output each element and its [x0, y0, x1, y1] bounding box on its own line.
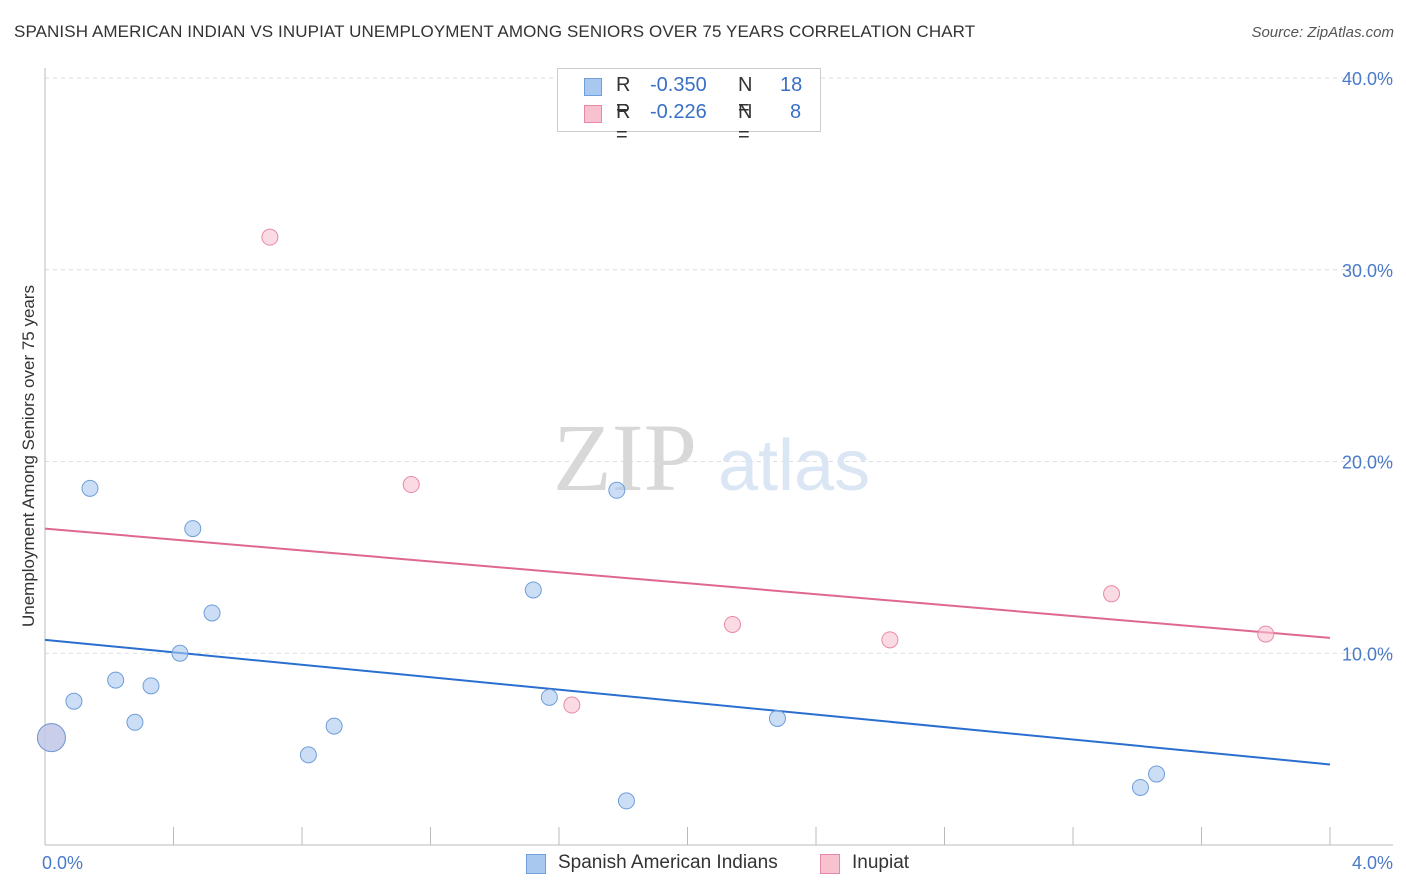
data-point	[540, 688, 558, 706]
bottom-legend-swatch-inupiat	[820, 854, 840, 874]
x-tick-label: 0.0%	[42, 853, 83, 873]
y-tick-label: 30.0%	[1342, 261, 1393, 281]
data-point	[563, 696, 581, 714]
y-tick-label: 20.0%	[1342, 453, 1393, 473]
bottom-legend-label: Inupiat	[852, 852, 910, 873]
legend-n-label: N =	[738, 101, 753, 146]
data-point	[126, 713, 144, 731]
data-point	[723, 615, 741, 633]
data-point	[81, 479, 99, 497]
legend-n-value: 8	[790, 101, 802, 123]
data-point	[1257, 625, 1275, 643]
data-point	[1103, 585, 1121, 603]
axes	[44, 68, 1393, 846]
trend-lines	[44, 527, 1331, 766]
trend-line	[44, 527, 1331, 639]
data-point	[768, 709, 786, 727]
chart-title: SPANISH AMERICAN INDIAN VS INUPIAT UNEMP…	[14, 22, 976, 41]
y-axis-label: Unemployment Among Seniors over 75 years	[19, 285, 38, 627]
data-point	[524, 581, 542, 599]
data-point	[402, 476, 420, 494]
data-point	[203, 604, 221, 622]
data-point	[325, 717, 343, 735]
legend-n-value: 18	[780, 74, 803, 96]
data-points	[36, 228, 1275, 810]
data-point	[36, 723, 66, 753]
grid	[45, 77, 1393, 654]
data-point	[107, 671, 125, 689]
legend-n-label: N =	[738, 74, 753, 119]
watermark-zip: ZIP	[553, 404, 697, 511]
data-point	[142, 677, 160, 695]
data-point	[1148, 765, 1166, 783]
bottom-legend-swatch-spanish	[526, 854, 546, 874]
data-point	[617, 792, 635, 810]
legend-swatch-inupiat	[584, 105, 602, 123]
stats-legend: R = -0.350 N = 18 R = -0.226 N = 8	[557, 68, 821, 146]
legend-r-label: R =	[616, 74, 631, 119]
data-point	[184, 520, 202, 538]
legend-r-value: -0.226	[650, 101, 707, 123]
legend-r-label: R =	[616, 101, 631, 146]
data-point	[881, 631, 899, 649]
y-tick-label: 10.0%	[1342, 644, 1393, 664]
data-point	[65, 692, 83, 710]
data-point	[608, 481, 626, 499]
source-label: Source: ZipAtlas.com	[1251, 24, 1394, 41]
legend-swatch-spanish	[584, 78, 602, 96]
data-point	[261, 228, 279, 246]
trend-line	[44, 638, 1331, 766]
data-point	[171, 644, 189, 662]
data-point	[299, 746, 317, 764]
x-tick-label: 4.0%	[1352, 853, 1393, 873]
legend-r-value: -0.350	[650, 74, 707, 96]
tick-labels: 10.0% 20.0% 30.0% 40.0% 0.0% 4.0%	[42, 69, 1393, 873]
watermark: ZIP atlas	[553, 404, 870, 511]
watermark-atlas: atlas	[718, 426, 870, 506]
bottom-legend-label: Spanish American Indians	[558, 852, 778, 873]
data-point	[1131, 778, 1149, 796]
y-tick-label: 40.0%	[1342, 69, 1393, 89]
